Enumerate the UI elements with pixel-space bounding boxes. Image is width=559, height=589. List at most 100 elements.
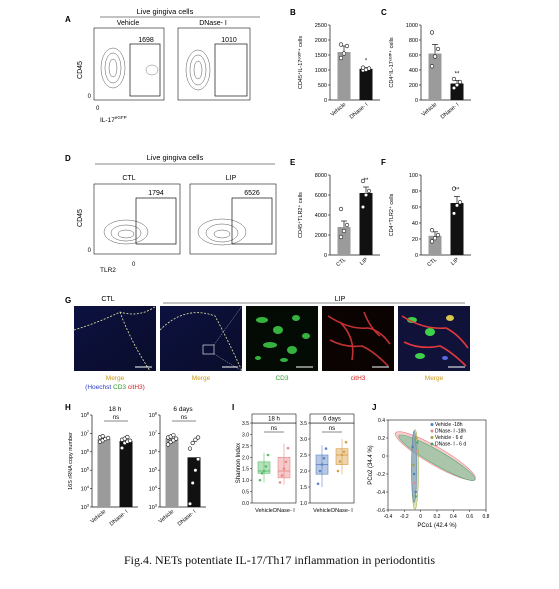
panel-J-data-point [414,436,417,440]
panel-H-ytick-exponent: 4 [87,484,90,489]
panel-H-ytick-exponent: 7 [155,429,158,434]
panel-H-ytick-label: 104 [81,484,90,493]
panel-A-group-1: Vehicle [117,20,140,27]
panel-H-ytick-exponent: 3 [155,503,158,508]
panel-J-legend-label: DNase- I - 6 d [435,442,466,448]
panel-D-header: Live gingiva cells [147,153,204,162]
panel-D-group-2: LIP [226,175,237,182]
panel-C-chart: C 0 200 400 600 800 1000 CD4⁺IL-17ᵉᴳᶠᴾ⁺ cells Ve… [381,8,471,120]
panel-C-ylabel: CD4⁺IL-17ᵉᴳᶠᴾ⁺ cells [388,37,395,87]
panel-C-bar [428,53,442,100]
panel-E-chart: E 0 2000 4000 6000 8000 CD45⁺TLR2⁺ cells CTL ** L… [290,158,380,268]
panel-F-category-label: CTL [426,257,438,268]
panel-G-label-ctl: CTL [101,296,114,303]
panel-H-ylabel: 16S rRNA copy number [68,432,74,490]
panel-G-inset-line-1 [213,305,243,346]
panel-I-data-point [318,469,322,473]
panel-G-stain-hoechst: (Hoechst [85,384,111,391]
panel-I-category-label: DNase- I [331,508,353,514]
panel-H-category-label: DNase- I [177,509,198,528]
panel-H-data-point [193,468,198,473]
panel-A-contours-2 [185,49,211,91]
panel-I-plot-frame [309,422,355,504]
panel-C-data-point [454,82,460,88]
panel-H-ytick-exponent: 7 [87,429,90,434]
panel-H-ytick-exponent: 8 [87,411,90,416]
panel-F-ytick-label: 0 [415,253,418,259]
panel-B-chart: B 0 500 1000 1500 2000 2500 CD45⁺IL-17ᵉᴳᶠᴾ⁺ cel… [290,8,380,120]
panel-I-data-point [336,469,340,473]
panel-D-gate-2 [231,197,273,245]
panel-J-xtick-label: 0.4 [450,514,457,520]
panel-J-data-point [412,472,416,476]
panel-E-data-point [338,234,344,240]
panel-G: G CTL LIP [65,296,470,391]
panel-H-data-point [174,436,179,441]
panel-B-data-point [366,66,372,71]
panel-H-bar [97,438,111,507]
panel-A-group-2: DNase- I [199,20,227,27]
panel-F-chart: F 0 20 40 60 80 100 CD4⁺TLR2⁺ cells CTL ** LIP [381,158,471,268]
panel-I-ytick-label: 2.5 [300,453,307,459]
panel-A-ytick: 0 [88,94,92,100]
panel-F-ytick-label: 80 [412,189,418,195]
panel-F-data-point [454,203,460,208]
panel-H-data-point [165,442,171,447]
panel-H-significance: ns [181,415,187,421]
panel-F-ytick-label: 40 [412,221,418,227]
panel-I-ytick-label: 1.0 [300,501,307,507]
panel-G-stain-legend: (Hoechst CD3 citH3) [85,384,145,391]
panel-I-data-point [286,446,290,450]
panel-B-bar [359,68,373,100]
panel-A-xtick: 0 [96,106,100,112]
panel-J-xtick-label: -0.4 [384,514,393,520]
panel-J-xtick-label: 0 [419,514,422,520]
panel-E-data-point [341,228,347,234]
panel-F-data-point [457,200,463,205]
panel-A-flow-plot-2 [177,27,251,101]
panel-A-gate-count-2: 1010 [221,37,237,44]
panel-I-ytick-label: 2.5 [242,444,249,450]
panel-I-ytick-label: 1.0 [242,478,249,484]
panel-A-gate-count-1: 1698 [138,37,154,44]
panel-F-data-point [432,236,438,241]
panel-A: A Live gingiva cells Vehicle DNase- I 16… [65,7,260,124]
panel-B-data-point [341,51,347,56]
panel-C-ytick-label: 1000 [406,23,418,29]
panel-C-ytick-label: 0 [415,98,418,104]
panel-B-letter: B [290,8,296,17]
panel-A-xlabel-main: IL-17 [100,117,115,124]
panel-H-bar [119,441,133,507]
panel-G-tile-label-2: Merge [192,375,211,382]
panel-B-ytick-label: 500 [318,83,327,89]
panel-E-category-label: LIP [359,257,369,267]
panel-I-subpanel-title: 6 days [323,417,341,423]
panel-I-data-point [344,440,348,444]
panel-H-ytick-exponent: 4 [155,484,158,489]
panel-D-group-1: CTL [122,175,135,182]
panel-J-data-point [412,463,415,467]
panel-B-data-point [338,42,344,47]
panel-J-legend-marker [430,429,434,433]
panel-J-ytick-label: -0.2 [376,472,385,478]
panel-I-data-point [262,469,266,473]
panel-H-ytick-exponent: 6 [87,447,90,452]
panel-I-plot-frame [251,422,297,504]
panel-H-ytick-exponent: 3 [87,503,90,508]
panel-A-xlabel-sup: eGFP [115,115,127,120]
panel-G-inset-line-2 [213,353,243,372]
panel-G-tissue-border-2 [119,311,151,372]
panel-H-data-point [190,440,195,446]
panel-F-ytick-label: 20 [412,237,418,243]
panel-H-letter: H [65,403,71,412]
panel-D: D Live gingiva cells CTL LIP 1794 6526 C… [65,153,277,274]
panel-B-ytick-label: 2500 [315,23,327,29]
panel-I-ytick-label: 3.5 [300,421,307,427]
panel-I-data-point [266,453,270,457]
panel-J-xlabel: PCo1 (42.4 %) [417,523,456,529]
panel-H-ytick-exponent: 6 [155,447,158,452]
panel-A-header: Live gingiva cells [137,7,194,16]
panel-I-ytick-label: 1.5 [300,485,307,491]
panel-I-ytick-label: 2.0 [300,469,307,475]
panel-I-data-point [322,456,326,460]
